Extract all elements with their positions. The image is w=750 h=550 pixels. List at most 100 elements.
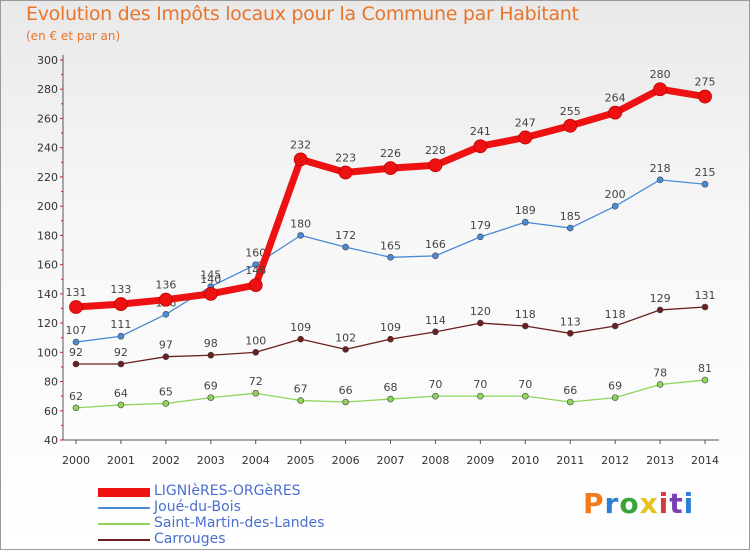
y-tick-label: 180 bbox=[37, 229, 58, 242]
data-point bbox=[432, 252, 439, 260]
x-tick-label: 2007 bbox=[377, 454, 405, 467]
data-point bbox=[521, 322, 529, 330]
legend-item-carrouges: Carrouges bbox=[98, 531, 398, 548]
data-point bbox=[248, 278, 263, 292]
data-label: 226 bbox=[380, 147, 401, 160]
legend-label-saint-martin: Saint-Martin-des-Landes bbox=[154, 515, 325, 531]
data-point bbox=[252, 389, 260, 397]
logo-letter: P bbox=[583, 487, 605, 520]
data-point bbox=[72, 338, 80, 346]
data-label: 69 bbox=[204, 380, 218, 393]
y-tick-label: 120 bbox=[37, 317, 58, 330]
logo-letter: t bbox=[669, 487, 684, 520]
data-point bbox=[563, 118, 578, 133]
data-point bbox=[518, 130, 533, 145]
x-tick-label: 2001 bbox=[107, 454, 135, 467]
data-point bbox=[701, 376, 709, 384]
data-label: 172 bbox=[335, 229, 356, 242]
data-point bbox=[698, 89, 712, 104]
data-label: 247 bbox=[515, 116, 536, 129]
logo-letter: o bbox=[619, 487, 640, 520]
legend-swatch-lignieres bbox=[98, 488, 150, 497]
data-label: 232 bbox=[290, 138, 311, 151]
data-label: 275 bbox=[695, 76, 716, 89]
x-tick-label: 2008 bbox=[421, 454, 449, 467]
data-label: 145 bbox=[200, 269, 221, 282]
legend-swatch-joue bbox=[98, 507, 150, 509]
data-point bbox=[428, 158, 443, 173]
data-point bbox=[383, 161, 398, 176]
logo-letter: i bbox=[658, 487, 670, 520]
data-label: 179 bbox=[470, 219, 491, 232]
data-point bbox=[611, 322, 619, 330]
data-label: 111 bbox=[110, 318, 131, 331]
data-label: 118 bbox=[605, 308, 626, 321]
data-point bbox=[114, 297, 128, 311]
data-point bbox=[72, 404, 80, 412]
data-point bbox=[656, 176, 664, 184]
legend-swatch-saint-martin bbox=[98, 523, 150, 525]
data-label: 223 bbox=[335, 152, 356, 165]
data-label: 160 bbox=[245, 247, 266, 260]
data-label: 109 bbox=[380, 321, 401, 334]
data-point bbox=[566, 224, 574, 232]
data-label: 166 bbox=[425, 238, 446, 251]
data-point bbox=[566, 330, 574, 337]
data-point bbox=[252, 261, 260, 268]
logo-letter: r bbox=[604, 487, 620, 520]
proxiti-logo: Proxiti bbox=[583, 487, 694, 520]
y-tick-label: 40 bbox=[44, 434, 58, 447]
data-label: 120 bbox=[470, 305, 491, 318]
x-tick-label: 2009 bbox=[466, 454, 494, 467]
data-point bbox=[293, 152, 308, 167]
data-label: 107 bbox=[66, 324, 87, 337]
data-point bbox=[656, 306, 664, 314]
data-label: 136 bbox=[155, 279, 176, 292]
legend-label-joue: Joué-du-Bois bbox=[154, 499, 241, 515]
data-label: 113 bbox=[560, 315, 581, 328]
data-point bbox=[297, 397, 304, 404]
data-label: 92 bbox=[114, 346, 128, 359]
data-label: 102 bbox=[335, 331, 356, 344]
data-label: 131 bbox=[695, 289, 716, 302]
x-tick-label: 2002 bbox=[152, 454, 180, 467]
data-point bbox=[701, 303, 709, 311]
y-tick-label: 200 bbox=[37, 200, 58, 213]
data-point bbox=[521, 218, 529, 226]
data-label: 67 bbox=[294, 383, 308, 396]
data-label: 92 bbox=[69, 346, 83, 359]
data-point bbox=[477, 319, 484, 327]
data-label: 70 bbox=[428, 378, 442, 391]
data-label: 189 bbox=[515, 204, 536, 217]
data-label: 62 bbox=[69, 390, 83, 403]
data-point bbox=[387, 254, 394, 261]
data-label: 70 bbox=[473, 378, 487, 391]
data-point bbox=[611, 202, 619, 210]
data-label: 109 bbox=[290, 321, 311, 334]
data-label: 81 bbox=[698, 362, 712, 375]
chart-subtitle: (en € et par an) bbox=[26, 29, 121, 43]
y-tick-label: 160 bbox=[37, 259, 58, 272]
legend-item-joue: Joué-du-Bois bbox=[98, 499, 398, 516]
data-label: 241 bbox=[470, 125, 491, 138]
x-tick-label: 2005 bbox=[287, 454, 315, 467]
data-point bbox=[342, 398, 349, 406]
x-tick-label: 2010 bbox=[511, 454, 539, 467]
data-point bbox=[203, 286, 218, 301]
data-point bbox=[297, 335, 304, 343]
data-point bbox=[387, 395, 394, 403]
data-point bbox=[342, 346, 349, 353]
x-tick-label: 2013 bbox=[646, 454, 674, 467]
legend-item-lignieres: LIGNIèRES-ORGèRES bbox=[98, 483, 398, 500]
data-point bbox=[158, 292, 173, 307]
data-point bbox=[701, 180, 709, 188]
x-tick-label: 2000 bbox=[62, 454, 90, 467]
x-tick-label: 2014 bbox=[691, 454, 719, 467]
data-label: 200 bbox=[605, 188, 626, 201]
data-point bbox=[297, 232, 304, 239]
data-point bbox=[387, 335, 394, 343]
data-point bbox=[69, 300, 83, 314]
x-tick-label: 2011 bbox=[556, 454, 584, 467]
data-point bbox=[611, 394, 619, 401]
